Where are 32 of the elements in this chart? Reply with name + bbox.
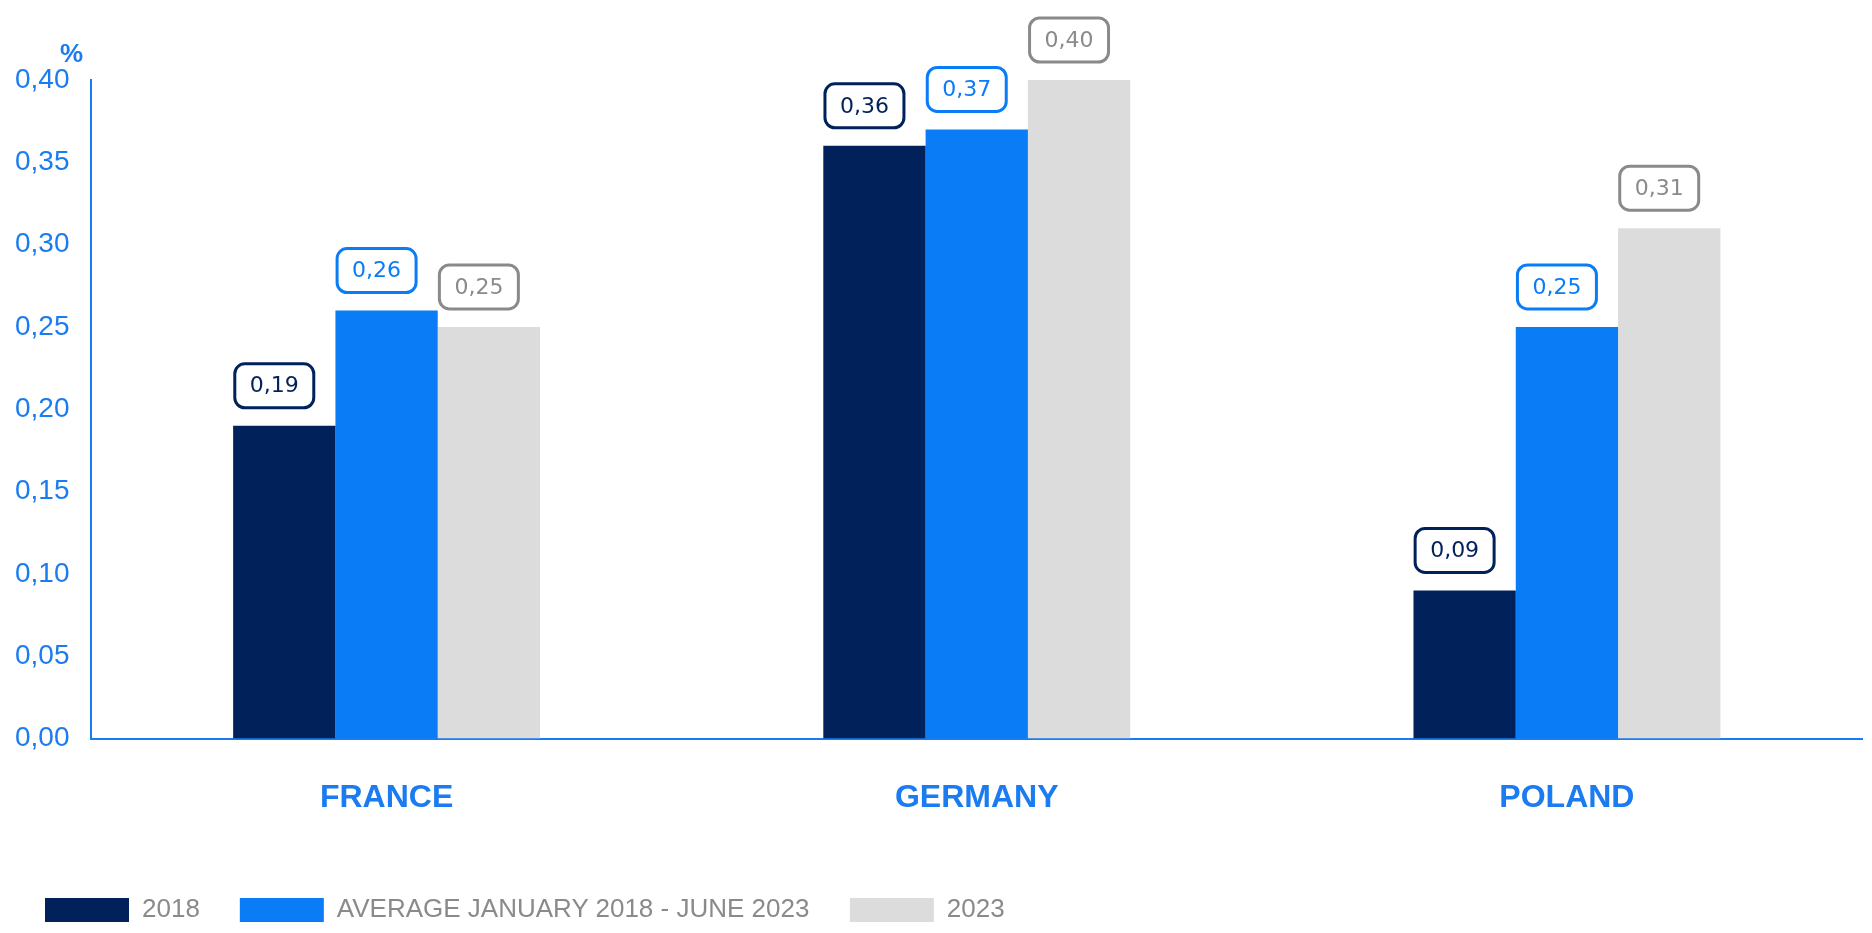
data-label: 0,25 [1532,273,1582,299]
y-tick-label: 0,05 [15,638,70,670]
legend-label: 2018 [142,893,200,924]
bar [1618,228,1721,739]
data-label: 0,26 [352,257,402,283]
bar [925,129,1028,739]
x-tick-label: POLAND [1499,777,1635,814]
data-label: 0,37 [942,76,992,102]
bar [823,145,926,739]
bar [335,310,438,739]
y-tick-label: 0,10 [15,556,70,588]
data-label: 0,40 [1044,26,1094,52]
y-tick-label: 0,20 [15,392,70,424]
legend-label: 2023 [946,893,1005,924]
y-tick-label: 0,15 [15,474,70,506]
data-label: 0,19 [249,372,299,398]
data-label: 0,09 [1430,537,1480,563]
bar [437,326,541,739]
y-tick-label: 0,00 [15,721,70,753]
y-tick-label: 0,30 [15,227,70,259]
legend-label: AVERAGE JANUARY 2018 - JUNE 2023 [336,893,810,924]
bar [233,425,336,739]
x-tick-label: GERMANY [894,777,1059,814]
y-tick-label: 0,35 [15,145,70,177]
x-tick-label: FRANCE [319,777,454,814]
data-label: 0,25 [454,273,504,299]
bar [1413,590,1516,739]
data-label: 0,36 [839,92,889,118]
bar [1515,326,1619,739]
data-label: 0,31 [1634,174,1684,200]
bar [1027,80,1131,739]
y-tick-label: 0,25 [15,309,70,341]
